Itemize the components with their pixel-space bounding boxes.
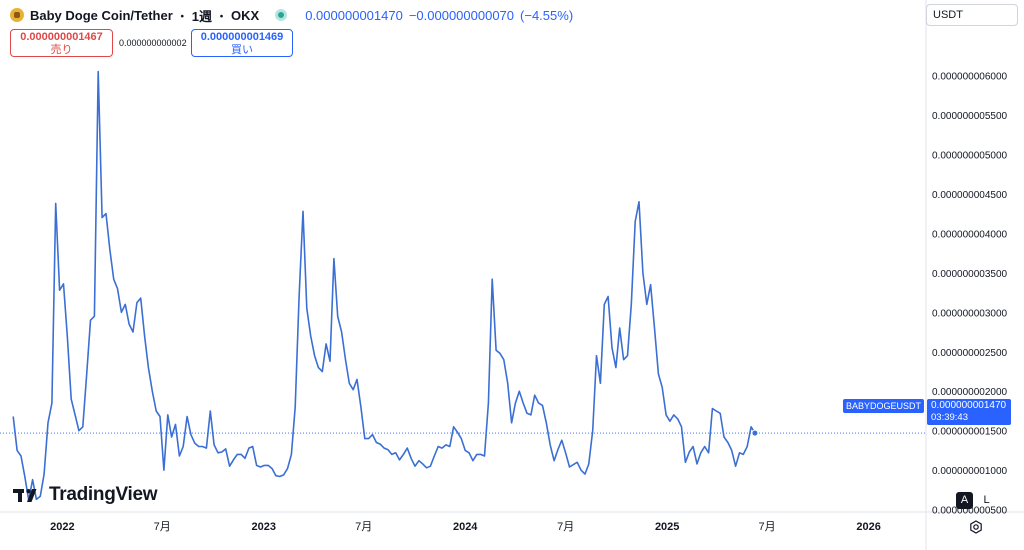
- buy-button[interactable]: 0.000000001469 買い: [191, 29, 293, 57]
- x-tick-label: 2024: [453, 521, 478, 533]
- y-tick-label: 0.000000002500: [932, 348, 1008, 359]
- x-tick-label: 2025: [655, 521, 679, 533]
- sell-button[interactable]: 0.000000001467 売り: [10, 29, 113, 57]
- x-tick-label: 7月: [557, 521, 574, 533]
- auto-scale-button[interactable]: A: [956, 492, 973, 509]
- y-tick-label: 0.000000004500: [932, 190, 1008, 201]
- log-scale-button[interactable]: L: [983, 494, 990, 506]
- y-tick-label: 0.000000001000: [932, 466, 1008, 477]
- exchange-label: OKX: [231, 7, 260, 23]
- y-tick-label: 0.000000003500: [932, 269, 1008, 280]
- interval-label[interactable]: 1週: [191, 8, 213, 24]
- settings-gear-icon[interactable]: [969, 520, 983, 534]
- baby-doge-coin-icon: [10, 8, 24, 22]
- spread-value: 0.000000000002: [119, 38, 187, 48]
- tradingview-logo[interactable]: TradingView: [13, 484, 158, 506]
- chart-header: Baby Doge Coin/Tether ・ 1週 ・ OKX 0.00000…: [10, 4, 573, 26]
- last-point-marker: [751, 429, 759, 437]
- price-series-line: [12, 70, 756, 501]
- symbol-title[interactable]: Baby Doge Coin/Tether: [30, 7, 173, 23]
- y-tick-label: 0.000000004000: [932, 229, 1008, 240]
- y-tick-label: 0.000000005000: [932, 150, 1008, 161]
- y-tick-label: 0.000000002000: [932, 387, 1008, 398]
- x-tick-label: 2026: [856, 521, 880, 533]
- x-tick-label: 7月: [759, 521, 776, 533]
- last-price-box: 0.000000001470 03:39:43: [927, 399, 1011, 425]
- x-tick-label: 7月: [154, 521, 171, 533]
- y-tick-label: 0.000000001500: [932, 427, 1008, 438]
- buy-price: 0.000000001469: [200, 31, 284, 43]
- current-price: 0.000000001470: [305, 7, 403, 23]
- currency-selector[interactable]: USDT: [926, 4, 1018, 26]
- buy-label: 買い: [231, 44, 253, 56]
- price-change-percent: (−4.55%): [520, 7, 574, 23]
- sell-price: 0.000000001467: [20, 31, 103, 43]
- bar-countdown: 03:39:43: [931, 412, 968, 423]
- y-tick-label: 0.000000005500: [932, 111, 1008, 122]
- last-price-value: 0.000000001470: [931, 400, 1007, 411]
- live-status-icon: [275, 9, 288, 21]
- x-tick-label: 7月: [355, 521, 372, 533]
- sell-label: 売り: [50, 44, 73, 56]
- tradingview-logo-icon: [13, 489, 37, 502]
- tradingview-logo-text: TradingView: [49, 484, 158, 505]
- y-tick-label: 0.000000003000: [932, 308, 1008, 319]
- y-tick-label: 0.000000006000: [932, 72, 1008, 83]
- price-change: −0.000000000070: [408, 7, 515, 23]
- y-tick-label: 0.000000000500: [932, 506, 1008, 517]
- symbol-price-label: BABYDOGEUSDT: [843, 399, 924, 413]
- x-tick-label: 2022: [50, 521, 74, 533]
- x-tick-label: 2023: [252, 521, 276, 533]
